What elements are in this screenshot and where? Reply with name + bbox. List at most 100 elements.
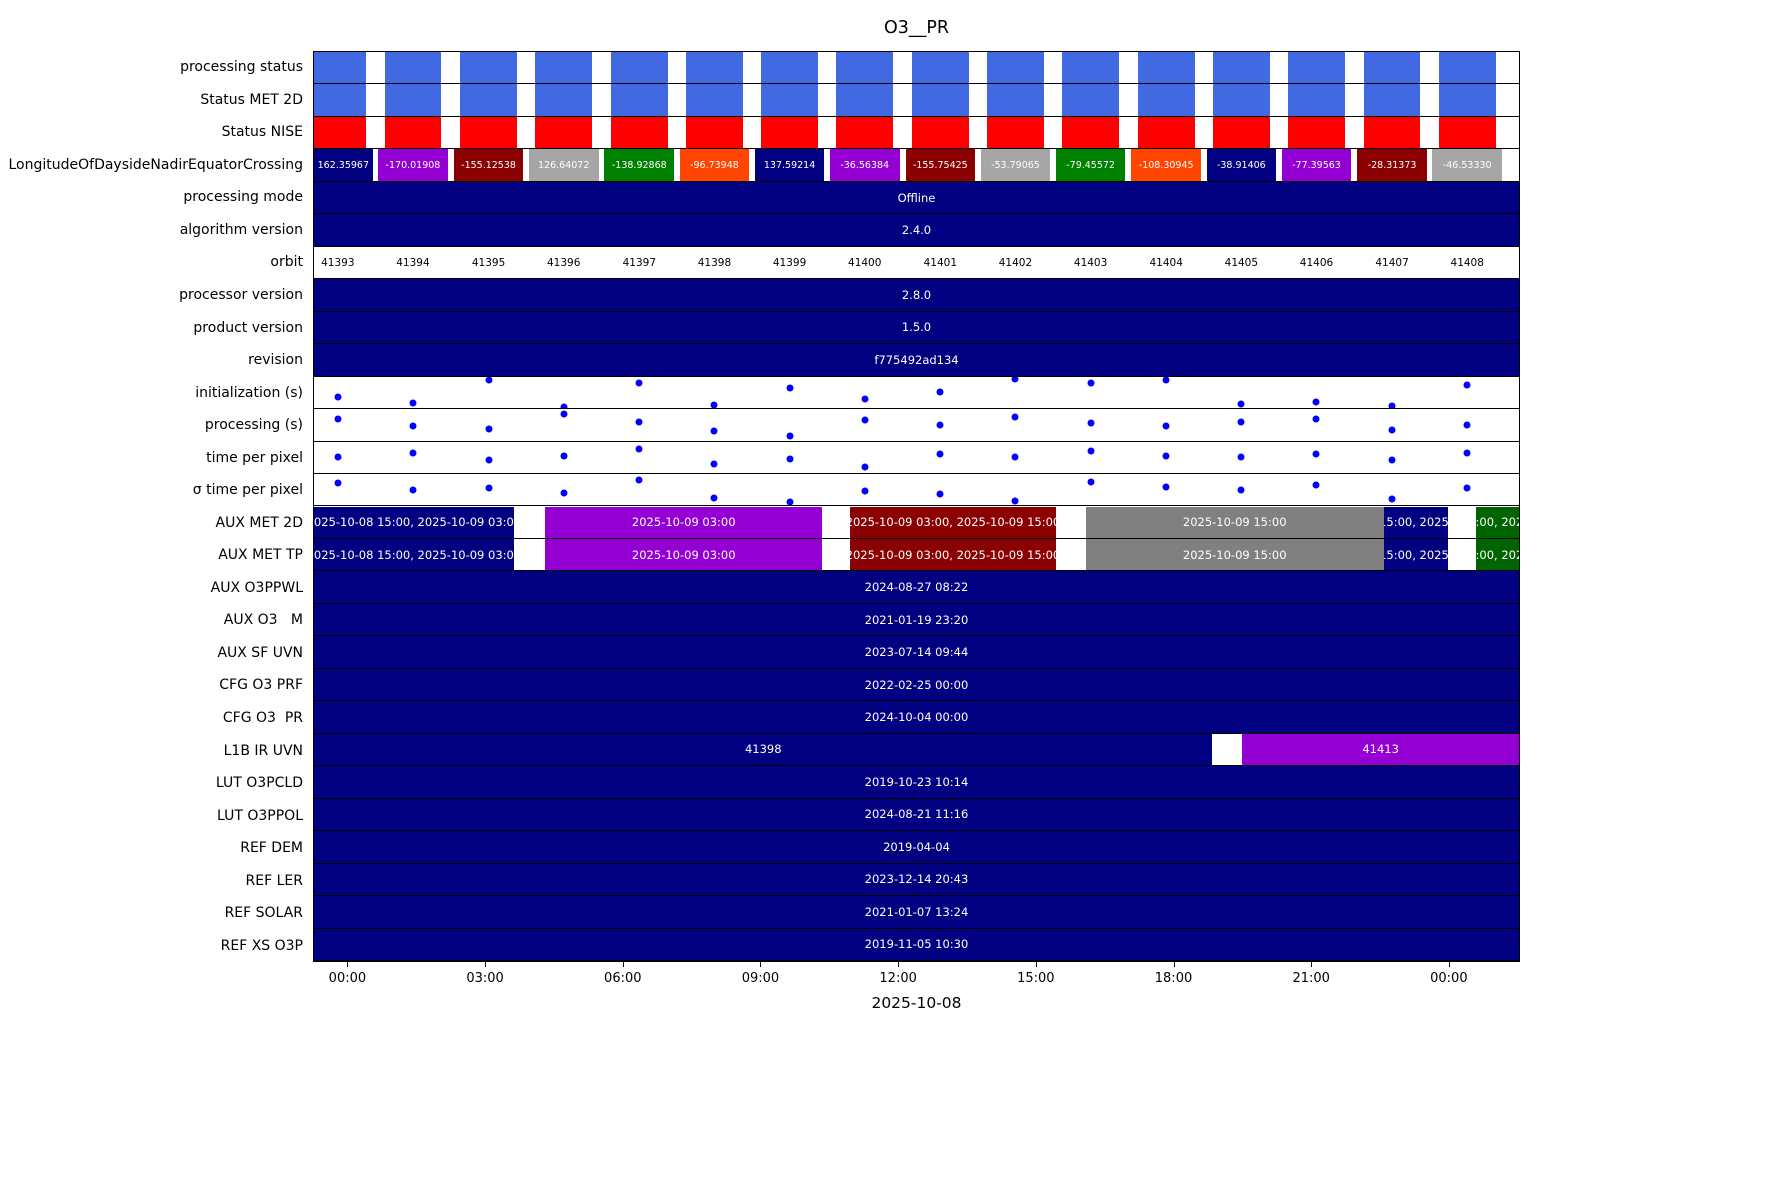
timeline-row — [314, 376, 1519, 410]
orbit-number: 41407 — [1375, 256, 1409, 269]
data-point — [409, 486, 417, 494]
segment-label: -155.75425 — [912, 159, 968, 171]
data-point — [861, 463, 869, 471]
data-point — [1388, 426, 1396, 434]
timeline-segment — [911, 84, 969, 116]
data-point — [560, 452, 568, 460]
x-tick-label: 15:00 — [1017, 971, 1055, 986]
timeline-row: 2023-12-14 20:43 — [314, 863, 1519, 897]
row-label: processing (s) — [204, 417, 303, 434]
segment-label: 2024-08-21 11:16 — [864, 807, 969, 822]
timeline-segment — [987, 52, 1044, 84]
data-point — [485, 456, 493, 464]
data-point — [1388, 402, 1396, 409]
data-point — [1087, 419, 1095, 427]
data-point — [1011, 413, 1019, 421]
row-label: processing status — [180, 59, 303, 76]
data-point — [1312, 481, 1320, 489]
segment-label: 2025-10-08 15:00, 2025-10-09 03:00 — [314, 547, 514, 562]
timeline-segment — [987, 84, 1044, 116]
segment-label: 2025-10-09 03:00 — [631, 515, 736, 530]
timeline-segment: 2024-08-27 08:22 — [314, 571, 1519, 603]
x-tick-label: 00:00 — [328, 971, 367, 986]
segment-label: -155.12538 — [461, 159, 516, 171]
timeline-segment — [384, 52, 442, 84]
data-point — [560, 403, 568, 409]
timeline-row — [314, 474, 1519, 507]
timeline-row: 2024-10-04 00:00 — [314, 701, 1519, 734]
timeline-row: 41393 41394 41395 41396 41397 41398 41399 41400… — [314, 246, 1519, 280]
timeline-segment — [911, 52, 969, 84]
timeline-segment — [1288, 84, 1345, 116]
data-point — [710, 427, 718, 435]
data-point — [1463, 484, 1471, 492]
data-point — [1162, 376, 1170, 384]
plot-area: 162.35967 -170.01908 -155.12538 126.64072 -1… — [313, 51, 1520, 962]
timeline-segment: -77.39563 — [1281, 149, 1352, 181]
data-point — [1237, 486, 1245, 494]
x-tick-mark — [1173, 962, 1175, 967]
timeline-segment: 2019-10-23 10:14 — [314, 766, 1519, 798]
data-point — [334, 479, 342, 487]
timeline-segment: 1.5.0 — [314, 311, 1519, 344]
timeline-segment — [836, 52, 894, 84]
timeline-segment: -46.53330 — [1432, 149, 1503, 181]
timeline-segment — [1212, 52, 1270, 84]
row-label: AUX SF UVN — [217, 644, 303, 661]
row-label: time per pixel — [206, 449, 303, 466]
data-point — [1463, 381, 1471, 388]
data-point — [861, 487, 869, 495]
chart-title: O3__PR — [883, 18, 950, 38]
timeline-row: 2.4.0 — [314, 214, 1519, 247]
timeline-segment: -170.01908 — [378, 149, 448, 181]
timeline-row: 2019-04-04 — [314, 831, 1519, 864]
timeline-segment — [1288, 116, 1345, 149]
segment-label: -138.92868 — [611, 159, 667, 171]
data-point — [1087, 379, 1095, 387]
segment-label: -108.30945 — [1138, 159, 1194, 171]
segment-label: 2022-02-25 00:00 — [864, 677, 969, 692]
timeline-segment: 2024-08-21 11:16 — [314, 798, 1519, 831]
timeline-segment: -38.91406 — [1206, 149, 1277, 181]
timeline-segment — [314, 84, 367, 116]
row-label: CFG O3 PR — [222, 709, 303, 726]
timeline-segment — [1212, 116, 1270, 149]
data-point — [635, 476, 643, 484]
timeline-segment — [836, 116, 894, 149]
row-label: AUX MET 2D — [215, 514, 303, 531]
x-tick-mark — [1311, 962, 1313, 967]
data-point — [334, 415, 342, 423]
data-point — [1388, 495, 1396, 503]
segment-label: 162.35967 — [317, 159, 369, 171]
orbit-number: 41394 — [396, 256, 430, 269]
data-point — [1011, 497, 1019, 505]
segment-label: -53.79065 — [991, 159, 1040, 171]
timeline-row — [314, 116, 1519, 150]
timeline-segment: 2025-10-08 15:00, 2025-10-09 03:00 — [314, 506, 514, 538]
timeline-segment: 2019-04-04 — [314, 831, 1519, 863]
data-point — [861, 395, 869, 403]
row-label: σ time per pixel — [192, 482, 303, 499]
segment-label: 2025-10-09 15:00, 2025-10-10 03:00 — [1384, 547, 1448, 562]
segment-label: -170.01908 — [385, 159, 441, 171]
timeline-segment — [1137, 84, 1195, 116]
timeline-row: 2024-08-21 11:16 — [314, 798, 1519, 832]
segment-label: 2019-11-05 10:30 — [864, 937, 969, 952]
data-point — [485, 376, 493, 384]
timeline-row: f775492ad134 — [314, 344, 1519, 377]
timeline-row: 2019-10-23 10:14 — [314, 766, 1519, 799]
data-point — [1237, 400, 1245, 408]
data-point — [861, 416, 869, 424]
row-label: LUT O3PCLD — [215, 775, 303, 792]
orbit-number: 41395 — [471, 256, 506, 269]
row-label: REF SOLAR — [224, 905, 303, 922]
timeline-segment: 2025-10-09 15:00, 2025-10-10 03:00 — [1383, 506, 1448, 538]
timeline-row: Offline — [314, 181, 1519, 215]
data-point — [786, 432, 794, 440]
timeline-segment — [686, 52, 743, 84]
data-point — [1388, 456, 1396, 464]
segment-label: Offline — [897, 190, 936, 205]
timeline-segment — [1363, 116, 1421, 149]
timeline-segment: 2025-10-09 03:00 — [545, 506, 823, 538]
data-point — [485, 425, 493, 433]
